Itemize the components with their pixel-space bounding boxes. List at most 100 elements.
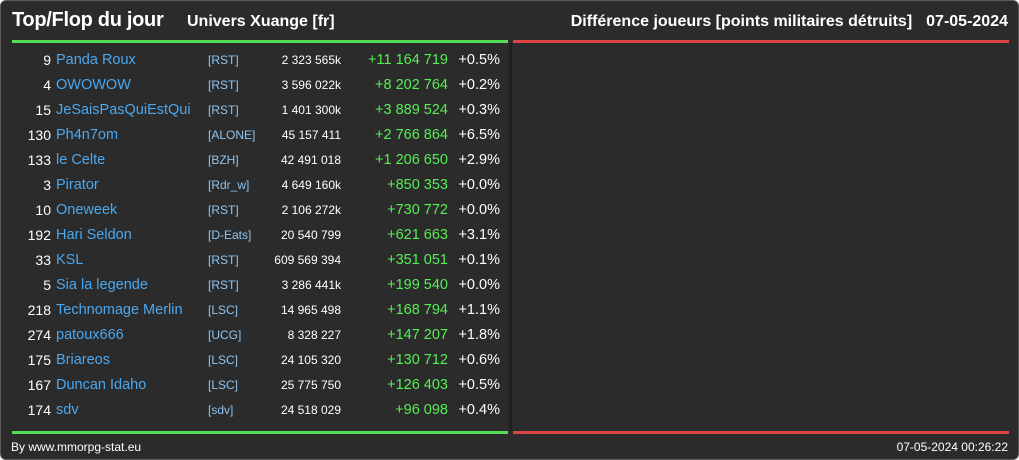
percent-change: +0.1%: [458, 252, 500, 268]
percent-change: +0.0%: [458, 277, 500, 293]
table-row: 218 Technomage Merlin [LSC] 14 965 498 +168 …: [12, 298, 508, 323]
table-row: 192 Hari Seldon [D-Eats] 20 540 799 +621 663…: [12, 223, 508, 248]
points-difference: +130 712: [387, 352, 448, 368]
top-accent-bar-bottom: [12, 431, 508, 434]
alliance-tag: [sdv]: [208, 403, 234, 417]
player-link[interactable]: JeSaisPasQuiEstQui: [56, 102, 191, 118]
player-rank: 4: [43, 77, 51, 93]
table-row: 167 Duncan Idaho [LSC] 25 775 750 +126 403 +0…: [12, 373, 508, 398]
player-rank: 9: [43, 52, 51, 68]
points-difference: +126 403: [387, 377, 448, 393]
generated-timestamp: 07-05-2024 00:26:22: [896, 440, 1008, 454]
points-difference: +8 202 764: [375, 77, 448, 93]
percent-change: +0.0%: [458, 202, 500, 218]
player-rank: 274: [27, 327, 51, 343]
player-link[interactable]: le Celte: [56, 152, 106, 168]
player-points: 25 775 750: [280, 378, 341, 392]
alliance-tag: [Rdr_w]: [208, 178, 250, 192]
player-link[interactable]: Hari Seldon: [56, 227, 132, 243]
alliance-tag: [RST]: [208, 278, 239, 292]
player-rank: 167: [27, 377, 51, 393]
player-link[interactable]: Oneweek: [56, 202, 118, 218]
player-link[interactable]: Briareos: [56, 352, 110, 368]
points-difference: +3 889 524: [375, 102, 448, 118]
widget-title: Top/Flop du jour: [12, 9, 164, 31]
player-link[interactable]: Panda Roux: [56, 52, 136, 68]
alliance-tag: [RST]: [208, 53, 239, 67]
flop-panel: [513, 43, 1009, 431]
percent-change: +0.5%: [458, 377, 500, 393]
player-link[interactable]: Pirator: [56, 177, 99, 193]
player-rank: 175: [27, 352, 51, 368]
header-date: 07-05-2024: [926, 13, 1008, 30]
flop-accent-bar-bottom: [513, 431, 1009, 434]
table-row: 4 OWOWOW [RST] 3 596 022k +8 202 764 +0.2%: [12, 73, 508, 98]
table-row: 175 Briareos [LSC] 24 105 320 +130 712 +0.6%: [12, 348, 508, 373]
alliance-tag: [ALONE]: [208, 128, 256, 142]
percent-change: +0.6%: [458, 352, 500, 368]
table-row: 5 Sia la legende [RST] 3 286 441k +199 540 +0…: [12, 273, 508, 298]
player-points: 2 323 565k: [281, 53, 341, 67]
top-accent-bar: [12, 40, 508, 43]
player-rank: 33: [35, 252, 51, 268]
site-credit-link[interactable]: By www.mmorpg-stat.eu: [11, 440, 142, 454]
alliance-tag: [D-Eats]: [208, 228, 252, 242]
percent-change: +0.2%: [458, 77, 500, 93]
percent-change: +2.9%: [458, 152, 500, 168]
player-rank: 15: [35, 102, 51, 118]
alliance-tag: [UCG]: [208, 328, 242, 342]
table-row: 9 Panda Roux [RST] 2 323 565k +11 164 719 +0.…: [12, 48, 508, 73]
points-difference: +168 794: [387, 302, 448, 318]
percent-change: +6.5%: [458, 127, 500, 143]
alliance-tag: [BZH]: [208, 153, 239, 167]
player-points: 20 540 799: [280, 228, 341, 242]
alliance-tag: [RST]: [208, 203, 239, 217]
player-link[interactable]: Duncan Idaho: [56, 377, 147, 393]
player-rank: 133: [27, 152, 51, 168]
player-rank: 174: [27, 402, 51, 418]
player-rank: 3: [43, 177, 51, 193]
points-difference: +351 051: [387, 252, 448, 268]
percent-change: +3.1%: [458, 227, 500, 243]
player-link[interactable]: KSL: [56, 252, 84, 268]
percent-change: +1.1%: [458, 302, 500, 318]
alliance-tag: [RST]: [208, 253, 239, 267]
player-rank: 10: [35, 202, 51, 218]
ranking-header: Différence joueurs [points militaires dé…: [571, 13, 1008, 31]
percent-change: +1.8%: [458, 327, 500, 343]
player-points: 24 518 029: [280, 403, 341, 417]
player-link[interactable]: sdv: [56, 402, 79, 418]
player-points: 45 157 411: [281, 128, 341, 142]
table-row: 133 le Celte [BZH] 42 491 018 +1 206 650 +2.9…: [12, 148, 508, 173]
player-points: 4 649 160k: [281, 178, 341, 192]
points-difference: +199 540: [387, 277, 448, 293]
table-row: 3 Pirator [Rdr_w] 4 649 160k +850 353 +0.0%: [12, 173, 508, 198]
table-row: 130 Ph4n7om [ALONE] 45 157 411 +2 766 864 +6.…: [12, 123, 508, 148]
player-link[interactable]: patoux666: [56, 327, 124, 343]
player-points: 3 596 022k: [281, 78, 341, 92]
player-points: 24 105 320: [280, 353, 341, 367]
table-row: 274 patoux666 [UCG] 8 328 227 +147 207 +1.8%: [12, 323, 508, 348]
player-link[interactable]: Technomage Merlin: [56, 302, 183, 318]
alliance-tag: [RST]: [208, 103, 239, 117]
percent-change: +0.5%: [458, 52, 500, 68]
points-difference: +147 207: [387, 327, 448, 343]
table-row: 33 KSL [RST] 609 569 394 +351 051 +0.1%: [12, 248, 508, 273]
player-points: 609 569 394: [274, 253, 341, 267]
percent-change: +0.3%: [458, 102, 500, 118]
percent-change: +0.4%: [458, 402, 500, 418]
player-link[interactable]: Sia la legende: [56, 277, 148, 293]
player-rank: 218: [27, 302, 51, 318]
widget-header: Top/Flop du jour Univers Xuange [fr] Dif…: [1, 1, 1018, 41]
player-link[interactable]: OWOWOW: [56, 77, 131, 93]
alliance-tag: [RST]: [208, 78, 239, 92]
player-rank: 130: [27, 127, 51, 143]
alliance-tag: [LSC]: [208, 303, 239, 317]
player-points: 1 401 300k: [281, 103, 341, 117]
points-difference: +730 772: [387, 202, 448, 218]
points-difference: +11 164 719: [368, 52, 448, 68]
table-row: 10 Oneweek [RST] 2 106 272k +730 772 +0.0%: [12, 198, 508, 223]
player-link[interactable]: Ph4n7om: [56, 127, 119, 143]
alliance-tag: [LSC]: [208, 353, 239, 367]
